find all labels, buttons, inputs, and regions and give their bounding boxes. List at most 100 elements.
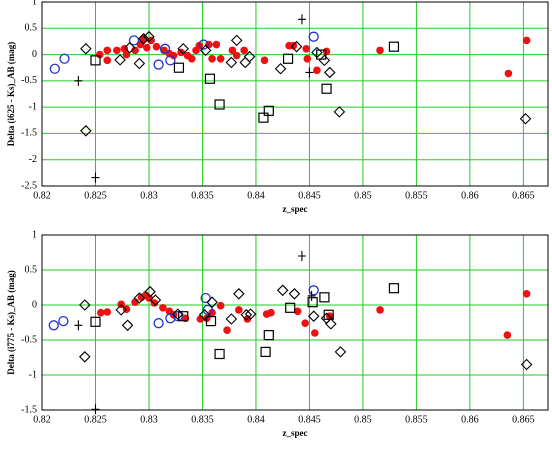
point [230,34,243,47]
y-tick-label: 0 [32,49,37,60]
point [177,43,189,55]
point [144,285,156,298]
y-axis-title: Delta (i775 - Ks)_AB (mag) [6,270,16,374]
point [244,308,257,320]
point [310,329,319,337]
point [103,46,112,55]
point [216,54,225,63]
x-tick-label: 0.85 [354,190,372,201]
point [240,309,253,321]
point [313,66,321,75]
point [172,311,184,322]
point [388,283,400,294]
point [115,304,127,316]
point [172,308,184,320]
point [260,56,269,65]
point [519,112,532,125]
point [114,54,126,66]
point [123,41,136,54]
point [131,46,139,55]
point [208,54,216,63]
point [169,51,178,60]
point [143,30,155,43]
x-tick-label: 0.835 [191,414,214,425]
point [232,51,241,60]
point [276,284,289,297]
point [293,307,302,316]
point [95,50,104,59]
point [97,308,105,317]
point [214,99,225,110]
point [196,315,205,323]
point [308,31,319,42]
x-tick-label: 0.845 [298,414,321,425]
plot-frame [41,1,549,187]
y-tick-label: -1 [29,369,37,380]
point [133,57,146,70]
point [334,346,347,358]
point [243,50,256,63]
point [178,311,189,322]
point [302,44,311,53]
point [122,50,131,59]
point [165,313,176,324]
x-tick-label: 0.86 [461,190,479,201]
x-tick-label: 0.865 [512,414,535,425]
x-tick-label: 0.83 [140,190,158,201]
point [228,46,237,55]
point [212,40,221,49]
y-tick-label: -0.5 [21,75,37,86]
y-axis-title: Delta (i625 - Ks)_AB (mag) [6,42,16,146]
x-tick-label: 0.855 [405,190,428,201]
point [128,35,140,46]
point [522,36,531,45]
point [297,14,306,25]
point [504,69,513,78]
point [80,125,92,137]
point [205,40,213,49]
point [200,292,211,304]
x-tick-label: 0.86 [461,414,479,425]
point [308,285,319,296]
point [204,73,216,84]
point [139,35,148,43]
point [80,43,92,55]
point [267,308,275,317]
point [202,304,213,316]
y-tick-label: -2 [29,154,37,165]
point [376,306,384,314]
point [198,309,211,321]
point [165,55,176,66]
point [285,302,296,313]
point [503,331,512,339]
point [240,46,248,55]
point [520,358,533,371]
point [307,297,318,308]
point [305,67,314,78]
point [206,296,218,308]
point [91,404,100,415]
x-tick-label: 0.83 [140,414,158,425]
point [198,39,209,50]
point [121,319,134,332]
point [307,310,320,322]
y-tick-label: 0.5 [25,23,38,34]
point [263,105,274,116]
point [311,46,323,59]
point [260,346,271,357]
x-tick-label: 0.825 [84,190,107,201]
x-tick-label: 0.85 [354,414,372,425]
point [288,288,301,300]
point [297,251,306,261]
point [225,313,238,325]
y-tick-label: -2.5 [21,180,37,191]
x-tick-label: 0.835 [191,190,214,201]
point [303,54,312,63]
point [74,320,83,331]
y-tick-label: 0 [32,299,37,310]
point [113,46,121,55]
point [133,292,146,304]
point [388,41,400,52]
point [235,306,243,314]
